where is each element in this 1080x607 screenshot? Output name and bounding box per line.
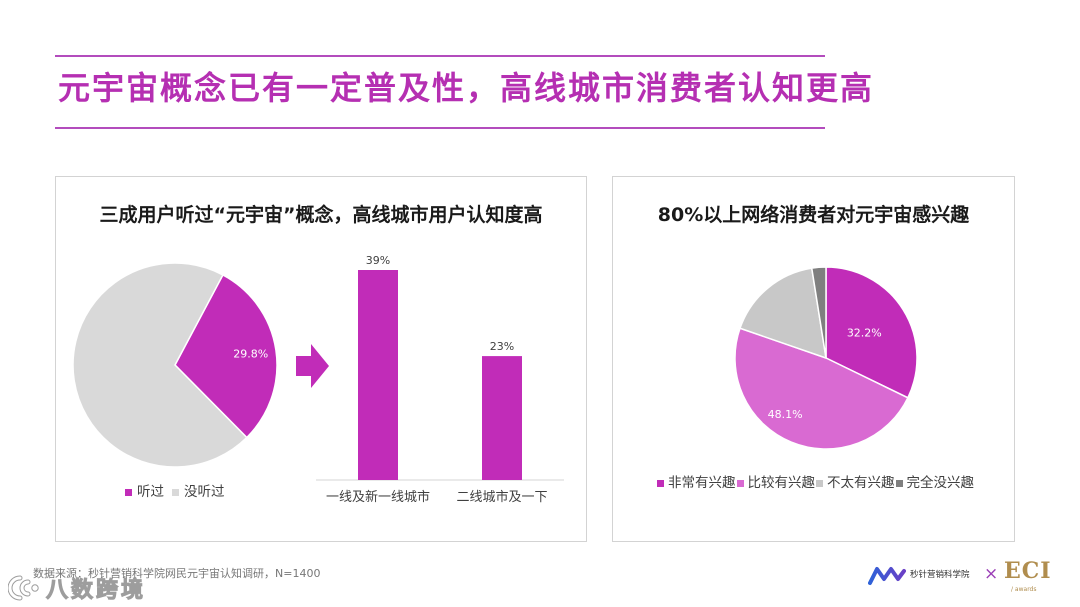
- awards-logo: ECI: [1004, 558, 1052, 584]
- interest-panel: 80%以上网络消费者对元宇宙感兴趣: [612, 176, 1015, 542]
- source-note: 数据来源：秒针营销科学院网民元宇宙认知调研，N=1400: [33, 567, 321, 580]
- watermark-text: 八数跨境: [45, 578, 147, 604]
- interest-pie-legend-label-4: 完全没兴趣: [906, 475, 975, 491]
- awareness-pie-legend: 听过 没听过: [125, 484, 225, 500]
- awareness-pie-legend-label-2: 没听过: [184, 484, 225, 500]
- interest-pie-legend-label-1: 非常有兴趣: [668, 475, 736, 491]
- interest-pie-legend-swatch-4: [895, 479, 903, 487]
- awareness-panel-title: 三成用户听过“元宇宙”概念，高线城市用户认知度高: [99, 204, 543, 226]
- interest-pie-legend-item-4: 完全没兴趣: [895, 475, 975, 491]
- interest-pie-legend: 非常有兴趣 比较有兴趣 不太有兴趣 完全没兴趣: [657, 475, 974, 491]
- awareness-pie-legend-swatch-1: [125, 488, 132, 496]
- wave-logo-icon: [868, 567, 906, 585]
- interest-panel-title: 80%以上网络消费者对元宇宙感兴趣: [657, 204, 970, 226]
- swirl-logo-icon: [8, 575, 39, 601]
- interest-pie-legend-item-3: 不太有兴趣: [816, 475, 895, 491]
- title-top-rule: [55, 55, 825, 57]
- watermark: 八数跨境: [8, 573, 147, 604]
- footer-separator: ×: [984, 564, 999, 584]
- interest-pie-legend-swatch-1: [657, 479, 664, 487]
- interest-pie-legend-label-2: 比较有兴趣: [747, 475, 816, 491]
- interest-pie-legend-item-2: 比较有兴趣: [736, 475, 816, 491]
- awareness-pie-legend-label-1: 听过: [137, 484, 164, 500]
- awareness-pie-legend-item-2: 没听过: [172, 484, 225, 500]
- awareness-pie-legend-swatch-2: [172, 488, 179, 496]
- awards-logo-caption: / awards: [1011, 586, 1037, 593]
- interest-pie-legend-item-1: 非常有兴趣: [657, 475, 736, 491]
- interest-pie-legend-label-3: 不太有兴趣: [827, 475, 895, 491]
- slide-title: 元宇宙概念已有一定普及性，高线城市消费者认知更高: [58, 69, 875, 107]
- interest-pie-legend-swatch-2: [736, 479, 744, 487]
- title-bottom-rule: [55, 127, 825, 129]
- awareness-pie-legend-item-1: 听过: [125, 484, 164, 500]
- footer-logo-text: 秒针营销科学院: [910, 570, 970, 580]
- interest-pie-legend-swatch-3: [816, 479, 823, 487]
